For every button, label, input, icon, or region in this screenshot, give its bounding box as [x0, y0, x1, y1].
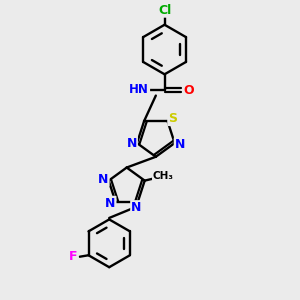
Text: N: N — [127, 136, 137, 150]
Text: CH₃: CH₃ — [153, 171, 174, 181]
Text: S: S — [168, 112, 177, 125]
Text: HN: HN — [129, 83, 149, 96]
Text: Cl: Cl — [158, 4, 171, 17]
Text: N: N — [175, 138, 185, 151]
Text: N: N — [131, 201, 142, 214]
Text: F: F — [69, 250, 78, 263]
Text: O: O — [183, 84, 194, 97]
Text: N: N — [98, 173, 109, 186]
Text: N: N — [105, 197, 116, 210]
